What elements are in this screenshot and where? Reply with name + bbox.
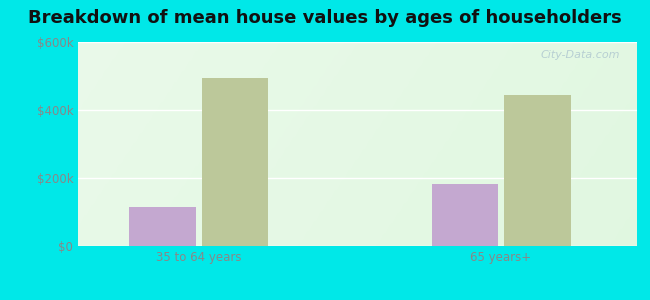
Bar	[202, 78, 268, 246]
Text: City-Data.com: City-Data.com	[541, 50, 620, 60]
Text: Breakdown of mean house values by ages of householders: Breakdown of mean house values by ages o…	[28, 9, 622, 27]
Bar	[129, 207, 196, 246]
Bar	[504, 95, 571, 246]
Bar	[432, 184, 498, 246]
